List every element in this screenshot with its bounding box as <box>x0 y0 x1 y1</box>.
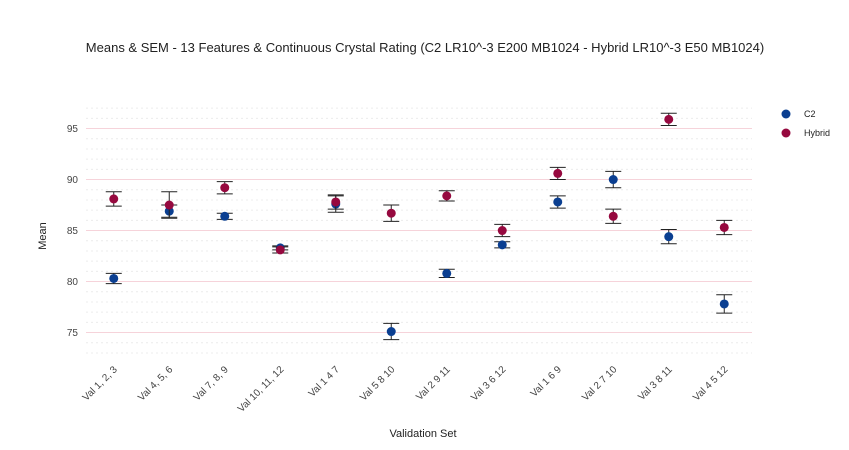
x-axis-ticks: Val 1, 2, 3 Val 4, 5, 6 Val 7, 8, 9 Val 10,… <box>81 364 731 415</box>
data-point[interactable] <box>553 197 563 207</box>
x-tick-label: Val 3 8 11 <box>636 364 675 403</box>
y-tick-label: 95 <box>67 124 79 135</box>
data-point[interactable] <box>497 226 507 236</box>
data-point[interactable] <box>719 222 729 232</box>
data-point[interactable] <box>442 268 452 278</box>
data-marks <box>105 112 733 341</box>
y-tick-label: 80 <box>67 277 79 288</box>
legend-item-c2[interactable]: C2 <box>781 109 816 119</box>
x-axis-label: Validation Set <box>389 428 456 440</box>
x-tick-label: Val 1 4 7 <box>307 364 342 399</box>
x-tick-label: Val 5 8 10 <box>358 364 397 403</box>
series-hybrid <box>105 112 733 255</box>
x-tick-label: Val 1 6 9 <box>529 364 564 399</box>
y-tick-label: 75 <box>67 328 79 339</box>
data-point[interactable] <box>164 200 174 210</box>
data-point[interactable] <box>109 194 119 204</box>
data-point[interactable] <box>664 232 674 242</box>
data-point[interactable] <box>109 273 119 283</box>
x-tick-label: Val 1, 2, 3 <box>81 364 120 403</box>
data-point[interactable] <box>497 240 507 250</box>
legend-marker <box>781 128 791 138</box>
data-point[interactable] <box>220 183 230 193</box>
legend-item-hybrid[interactable]: Hybrid <box>781 128 831 138</box>
legend-label: C2 <box>804 109 816 119</box>
y-axis-ticks: 75 80 85 90 95 <box>67 124 79 339</box>
x-tick-label: Val 3 6 12 <box>469 364 508 403</box>
y-tick-label: 85 <box>67 226 79 237</box>
data-point[interactable] <box>608 175 618 185</box>
data-point[interactable] <box>331 197 341 207</box>
chart-title: Means & SEM - 13 Features & Continuous C… <box>86 40 764 55</box>
data-point[interactable] <box>608 211 618 221</box>
x-tick-label: Val 7, 8, 9 <box>192 364 231 403</box>
data-point[interactable] <box>275 245 285 255</box>
x-tick-label: Val 4, 5, 6 <box>136 364 175 403</box>
data-point[interactable] <box>386 327 396 337</box>
data-point[interactable] <box>719 299 729 309</box>
data-point[interactable] <box>386 208 396 218</box>
data-point[interactable] <box>220 211 230 221</box>
x-tick-label: Val 2 9 11 <box>414 364 453 403</box>
x-tick-label: Val 2 7 10 <box>580 364 619 403</box>
x-tick-label: Val 4 5 12 <box>691 364 730 403</box>
y-tick-label: 90 <box>67 175 79 186</box>
x-tick-label: Val 10, 11, 12 <box>236 364 287 415</box>
grid <box>86 107 752 354</box>
legend[interactable]: C2 Hybrid <box>781 109 831 138</box>
series-c2 <box>105 170 733 341</box>
legend-marker <box>781 109 791 119</box>
legend-label: Hybrid <box>804 128 830 138</box>
data-point[interactable] <box>553 168 563 178</box>
data-point[interactable] <box>664 114 674 124</box>
y-axis-label: Mean <box>37 222 49 250</box>
data-point[interactable] <box>442 191 452 201</box>
